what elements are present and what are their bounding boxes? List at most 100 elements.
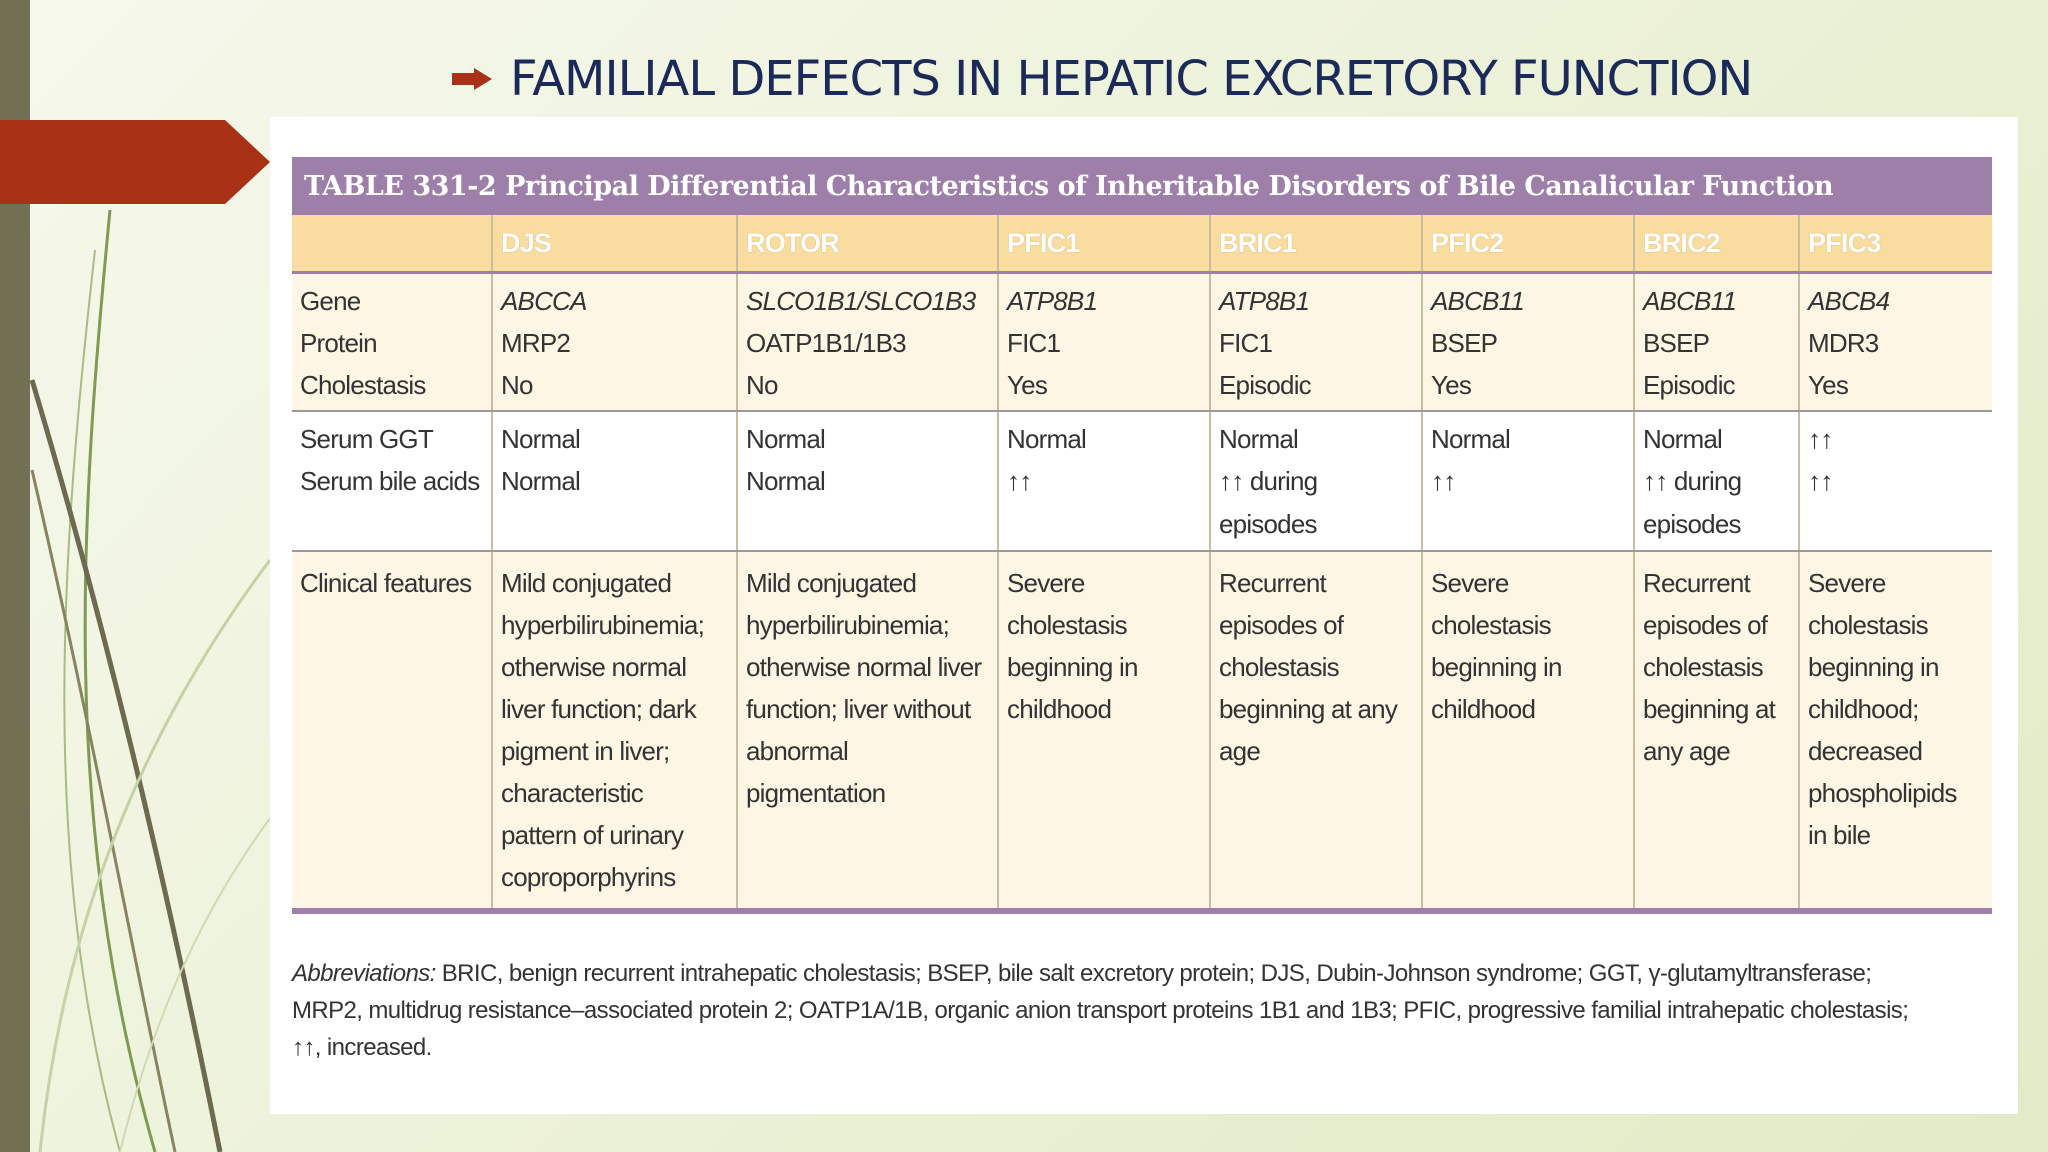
table-cell: Yes [1421,364,1634,412]
header-cell: BRIC1 [1209,215,1422,274]
cell-line: episodes [1219,509,1317,539]
cell-line: beginning at [1643,694,1776,724]
table-cell: ↑↑ during episodes [1633,460,1799,552]
table-cell: ATP8B1 [997,272,1210,322]
table-cell: ABCB11 [1633,272,1799,322]
header-cell: PFIC2 [1421,215,1634,274]
header-cell [292,215,492,274]
arrow-bullet-icon [452,68,492,90]
cell-line: cholestasis [1808,610,1929,640]
table-cell: Recurrent episodes of cholestasis beginn… [1209,551,1422,914]
cell-line: Recurrent [1643,568,1751,598]
table-cell: Normal [1633,411,1799,460]
row-label: Serum bile acids [292,460,492,552]
cell-line: pigment in liver; [501,736,670,766]
cell-line: beginning at any [1219,694,1398,724]
table-cell: Normal [491,460,737,552]
cell-line: Recurrent [1219,568,1327,598]
table-cell: ↑↑ [997,460,1210,552]
table-footnote: Abbreviations: BRIC, benign recurrent in… [292,955,2012,1066]
table-cell: Episodic [1633,364,1799,412]
cell-line: Mild conjugated [746,568,917,598]
table-cell: No [736,364,998,412]
table-cell: Normal [736,460,998,552]
cell-line: hyperbilirubinemia; [746,610,950,640]
table-cell: Normal [736,411,998,460]
cell-line: episodes of [1643,610,1768,640]
table-cell: ABCB4 [1798,272,1992,322]
cell-line: ↑↑ during [1219,466,1318,496]
cell-line: abnormal pigmentation [746,736,886,808]
row-label: Gene [292,272,492,322]
cell-line: hyperbilirubinemia; [501,610,705,640]
cell-line: beginning in [1808,652,1939,682]
cell-line: decreased [1808,736,1923,766]
table-cell: Normal [997,411,1210,460]
cell-line: ↑↑ [1808,466,1833,496]
table-cell: Yes [1798,364,1992,412]
characteristics-table: DJS ROTOR PFIC1 BRIC1 PFIC2 BRIC2 PFIC3 … [292,215,1992,914]
footnote-line: Abbreviations: BRIC, benign recurrent in… [292,955,2012,992]
cell-line: childhood [1431,694,1536,724]
cell-line: Mild conjugated [501,568,672,598]
cell-line: beginning in [1431,652,1562,682]
row-label: Protein [292,322,492,364]
cell-line: Severe [1007,568,1085,598]
cell-line: Severe [1431,568,1509,598]
table-cell: Yes [997,364,1210,412]
header-cell: PFIC1 [997,215,1210,274]
cell-line: pattern of urinary [501,820,684,850]
cell-line: liver function; dark [501,694,697,724]
cell-line: Serum bile acids [300,466,480,496]
row-label: Cholestasis [292,364,492,412]
cell-line: childhood; [1808,694,1919,724]
footnote-text: BRIC, benign recurrent intrahepatic chol… [435,960,1872,987]
table-cell: Episodic [1209,364,1422,412]
cell-line: cholestasis [1007,610,1128,640]
row-label: Clinical features [292,551,492,914]
table-cell: No [491,364,737,412]
table-cell: Severe cholestasis beginning in childhoo… [1421,551,1634,914]
cell-line: coproporphyrins [501,862,676,892]
table-cell: FIC1 [997,322,1210,364]
header-cell: DJS [491,215,737,274]
table-cell: ↑↑ [1421,460,1634,552]
table-cell: Recurrent episodes of cholestasis beginn… [1633,551,1799,914]
footnote-lead: Abbreviations: [292,960,436,987]
cell-line: beginning in [1007,652,1138,682]
table-cell: MDR3 [1798,322,1992,364]
table-image: TABLE 331-2 Principal Differential Chara… [270,117,2018,1114]
table-row-gene: Gene ABCCA SLCO1B1/SLCO1B3 ATP8B1 ATP8B1… [292,272,1992,322]
table-cell: Mild conjugated hyperbilirubinemia; othe… [736,551,998,914]
table-header-row: DJS ROTOR PFIC1 BRIC1 PFIC2 BRIC2 PFIC3 [292,215,1992,274]
cell-line: ↑↑ [1431,466,1456,496]
cell-line: ↑↑ [1007,466,1032,496]
slide-title-row: FAMILIAL DEFECTS IN HEPATIC EXCRETORY FU… [452,44,1753,114]
table-cell: Normal [491,411,737,460]
cell-line: childhood [1007,694,1112,724]
cell-line: function; liver without [746,694,971,724]
cell-line: otherwise normal liver [746,652,982,682]
table-cell: ↑↑ [1798,460,1992,552]
table-cell: ABCCA [491,272,737,322]
table-caption: TABLE 331-2 Principal Differential Chara… [292,157,1992,215]
header-cell: BRIC2 [1633,215,1799,274]
table-cell: Normal [1421,411,1634,460]
table-row-serum-ggt: Serum GGT Normal Normal Normal Normal No… [292,411,1992,460]
row-label: Serum GGT [292,411,492,460]
cell-line: ↑↑ during [1643,466,1742,496]
cell-line: in bile [1808,820,1871,850]
cell-line: cholestasis [1431,610,1552,640]
red-arrow-tab [0,120,270,204]
table-row-protein: Protein MRP2 OATP1B1/1B3 FIC1 FIC1 BSEP … [292,322,1992,364]
cell-line: Severe [1808,568,1886,598]
cell-line: cholestasis [1643,652,1764,682]
table-cell: Mild conjugated hyperbilirubinemia; othe… [491,551,737,914]
cell-line: characteristic [501,778,644,808]
table-cell: Severe cholestasis beginning in childhoo… [1798,551,1992,914]
table-cell: SLCO1B1/SLCO1B3 [736,272,998,322]
table-cell: ATP8B1 [1209,272,1422,322]
cell-line: Clinical features [300,568,472,598]
cell-line: cholestasis [1219,652,1340,682]
table-cell: Normal [1209,411,1422,460]
